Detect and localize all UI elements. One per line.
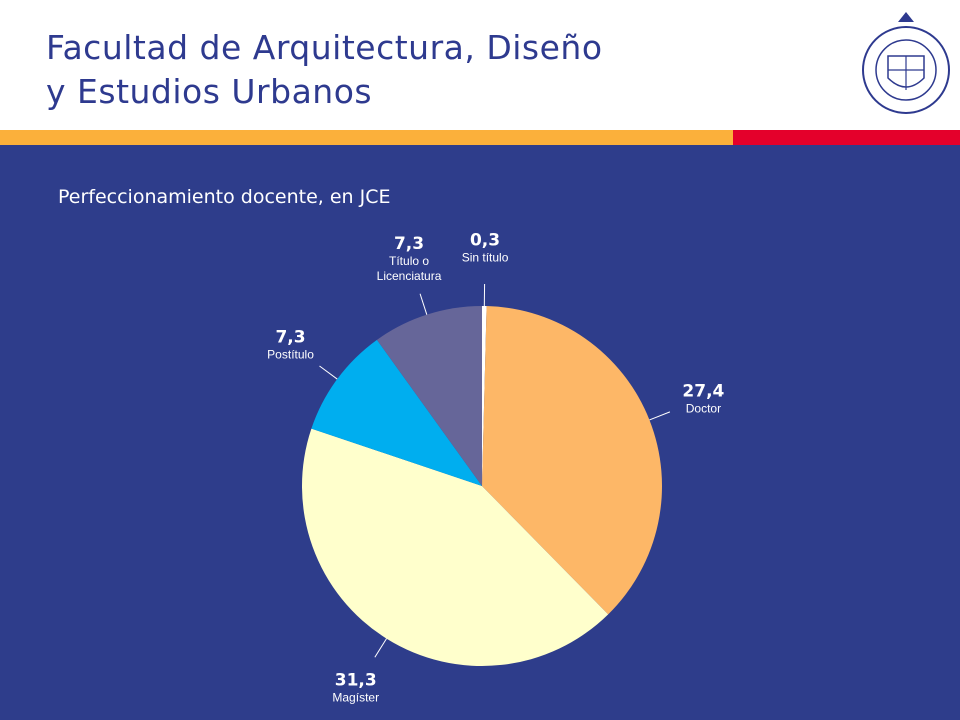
category-label: Título o Licenciatura <box>376 254 442 284</box>
value-label: 31,3 <box>334 670 377 691</box>
leader-line <box>319 365 338 380</box>
slice-label: 31,3 Magíster <box>332 670 379 705</box>
leader-line <box>419 293 428 315</box>
logo-seal <box>862 12 950 114</box>
slice-label: 7,3 Título o Licenciatura <box>363 234 455 284</box>
category-label: Magíster <box>332 690 380 705</box>
pie-slice <box>301 428 609 667</box>
header-band <box>0 0 960 130</box>
pie-slice <box>482 306 663 615</box>
chart-title: Perfeccionamiento docente, en JCE <box>58 186 391 208</box>
stripe-red <box>733 130 960 145</box>
slice-label: 27,4 Doctor <box>682 381 724 416</box>
slice-label: 0,3 Sin título <box>462 231 509 266</box>
slice-label: 7,3 Postítulo <box>267 327 314 362</box>
value-label: 7,3 <box>393 234 425 255</box>
value-label: 27,4 <box>682 381 725 402</box>
pie-slice <box>482 306 487 486</box>
category-label: Sin título <box>461 250 509 265</box>
pie-slice <box>311 339 482 486</box>
leader-line <box>649 411 671 421</box>
value-label: 0,3 <box>469 230 501 251</box>
slide-title: Facultad de Arquitectura, Diseño y Estud… <box>46 28 603 111</box>
leader-line <box>374 638 387 658</box>
category-label: Doctor <box>685 401 722 416</box>
pie-slice <box>376 306 482 486</box>
stripe-yellow <box>0 130 733 145</box>
category-label: Postítulo <box>267 347 314 362</box>
value-label: 7,3 <box>275 327 306 348</box>
